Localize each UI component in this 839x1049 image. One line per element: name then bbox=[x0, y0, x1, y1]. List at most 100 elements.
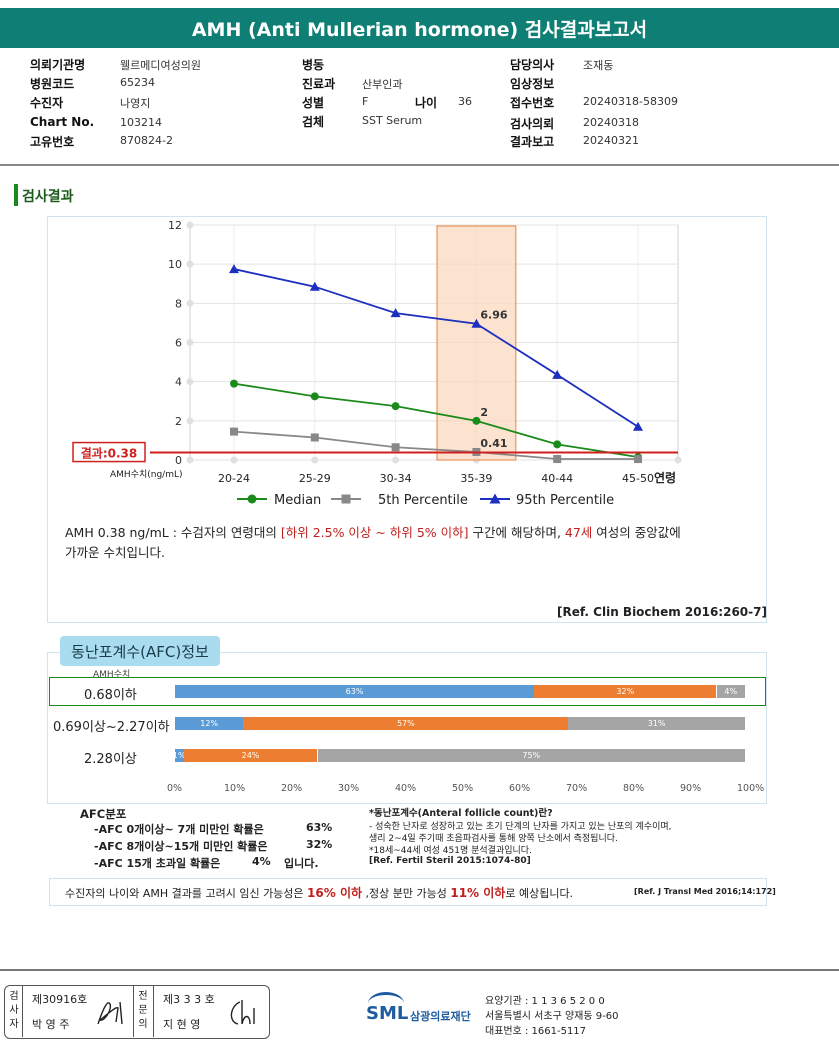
label-specimen: 검체 bbox=[302, 115, 325, 129]
label-institution: 의뢰기관명 bbox=[30, 58, 86, 72]
header-divider bbox=[0, 164, 839, 166]
description-age-match: 47세 bbox=[564, 525, 593, 540]
afc-bar-segment: 31% bbox=[568, 717, 745, 730]
y-tick-dot bbox=[186, 456, 194, 464]
y-tick-label: 0 bbox=[175, 454, 182, 467]
conclusion-delivery-pct: 11% 이하 bbox=[450, 886, 506, 900]
afc-tick-label: 70% bbox=[566, 783, 588, 794]
afc-note-line: *18세~44세 여성 451명 분석결과입니다. bbox=[369, 846, 532, 856]
afc-tick-label: 30% bbox=[338, 783, 360, 794]
data-point bbox=[309, 281, 320, 291]
y-axis-label: AMH수치(ng/mL) bbox=[110, 468, 183, 480]
org-logo: SML bbox=[366, 1003, 409, 1024]
afc-bar-segment: 57% bbox=[243, 717, 569, 730]
x-tick-label: 40-44 bbox=[541, 472, 573, 485]
signature-divider bbox=[153, 986, 154, 1037]
afc-bar-segment: 1% bbox=[172, 749, 186, 762]
series-line bbox=[233, 382, 639, 458]
afc-bar-segment: 32% bbox=[534, 685, 717, 698]
section-marker bbox=[14, 184, 18, 206]
data-point bbox=[230, 379, 238, 388]
specialist-name: 지 현 영 bbox=[163, 1018, 201, 1031]
afc-dist-text: -AFC 8개이상~15개 미만인 확률은 bbox=[94, 840, 268, 853]
org-code: 요양기관 : 1 1 3 6 5 2 0 0 bbox=[485, 996, 605, 1007]
y-tick-label: 4 bbox=[175, 376, 182, 389]
conclusion-part3: 로 예상됩니다. bbox=[505, 887, 574, 900]
label-receipt-no: 접수번호 bbox=[510, 96, 555, 110]
afc-dist-title: AFC분포 bbox=[80, 807, 127, 821]
specialist-signature bbox=[230, 1000, 255, 1025]
label-clinical-info: 임상정보 bbox=[510, 77, 555, 91]
label-department: 진료과 bbox=[302, 77, 336, 91]
result-description: AMH 0.38 ng/mL : 수검자의 연령대의 [하위 2.5% 이상 ~… bbox=[65, 522, 785, 541]
x-tick-dot bbox=[674, 456, 682, 464]
x-tick-dot bbox=[230, 456, 238, 464]
specialist-license-no: 제3 3 3 호 bbox=[163, 993, 215, 1006]
data-point bbox=[391, 443, 400, 452]
label-report-date: 결과보고 bbox=[510, 135, 555, 149]
y-tick-label: 8 bbox=[175, 297, 182, 310]
afc-column-header: AMH수치 bbox=[93, 670, 131, 680]
afc-dist-suffix: 입니다. bbox=[284, 857, 319, 870]
org-name: 삼광의료재단 bbox=[410, 1010, 471, 1023]
y-tick-label: 12 bbox=[168, 219, 182, 232]
section-title: 검사결과 bbox=[22, 189, 74, 205]
value-receipt-no: 20240318-58309 bbox=[583, 95, 678, 108]
afc-row-label: 0.68이하 bbox=[84, 688, 137, 703]
report-title: AMH (Anti Mullerian hormone) 검사결과보고서 bbox=[0, 8, 839, 48]
afc-dist-pct: 4% bbox=[252, 855, 271, 868]
signature-divider bbox=[133, 986, 134, 1037]
y-tick-dot bbox=[186, 260, 194, 268]
examiner-name: 박 영 주 bbox=[32, 1018, 70, 1031]
data-point bbox=[230, 427, 238, 436]
value-hospital-code: 65234 bbox=[120, 76, 155, 89]
y-tick-label: 6 bbox=[175, 337, 182, 350]
description-percentile-range: [하위 2.5% 이상 ~ 하위 5% 이하] bbox=[280, 525, 469, 540]
data-point bbox=[633, 421, 643, 431]
afc-tick-label: 20% bbox=[281, 783, 303, 794]
conclusion-part2: ,정상 분만 가능성 bbox=[362, 887, 451, 900]
examiner-license-no: 제30916호 bbox=[32, 993, 88, 1006]
label-sex: 성별 bbox=[302, 96, 325, 110]
x-tick-label: 35-39 bbox=[460, 472, 492, 485]
afc-bar-segment: 4% bbox=[716, 685, 745, 698]
y-tick-dot bbox=[186, 221, 194, 229]
value-request-date: 20240318 bbox=[583, 116, 639, 129]
data-label: 2 bbox=[480, 406, 488, 419]
y-tick-dot bbox=[186, 378, 194, 386]
data-point bbox=[310, 433, 319, 442]
x-tick-label: 25-29 bbox=[299, 472, 331, 485]
y-tick-label: 10 bbox=[168, 258, 182, 271]
value-chart-no: 103214 bbox=[120, 116, 162, 129]
specialist-label: 전문의 bbox=[138, 991, 148, 1030]
afc-tick-label: 10% bbox=[224, 783, 246, 794]
value-doctor: 조재동 bbox=[583, 59, 614, 72]
x-axis-suffix: 연령 bbox=[654, 470, 676, 485]
label-ward: 병동 bbox=[302, 58, 325, 72]
y-tick-dot bbox=[186, 417, 194, 425]
afc-bar-segment: 24% bbox=[183, 749, 318, 762]
y-tick-dot bbox=[186, 339, 194, 346]
label-age: 나이 bbox=[415, 96, 438, 110]
value-report-date: 20240321 bbox=[583, 134, 639, 147]
description-line2: 가까운 수치입니다. bbox=[65, 545, 165, 560]
data-point bbox=[552, 369, 563, 379]
label-chart-no: Chart No. bbox=[30, 115, 95, 129]
description-part1: AMH 0.38 ng/mL : 수검자의 연령대의 bbox=[65, 525, 281, 540]
data-point bbox=[472, 416, 481, 425]
org-logo-arc bbox=[368, 992, 404, 1015]
afc-dist-item: -AFC 15개 초과일 확률은 bbox=[94, 855, 220, 871]
data-point bbox=[634, 455, 642, 464]
data-point bbox=[471, 318, 482, 328]
afc-bar-segment: 63% bbox=[175, 685, 535, 698]
x-tick-label: 20-24 bbox=[218, 472, 250, 485]
description-part3: 여성의 중앙값에 bbox=[592, 525, 681, 540]
afc-tick-label: 90% bbox=[680, 783, 702, 794]
result-label-box bbox=[72, 441, 146, 463]
legend-marker bbox=[247, 494, 257, 504]
y-tick-dot bbox=[186, 299, 194, 307]
afc-dist-item: -AFC 8개이상~15개 미만인 확률은 bbox=[94, 838, 268, 854]
y-tick-label: 2 bbox=[175, 415, 182, 428]
value-patient: 나영지 bbox=[120, 97, 151, 110]
afc-dist-text: -AFC 15개 초과일 확률은 bbox=[94, 857, 221, 870]
